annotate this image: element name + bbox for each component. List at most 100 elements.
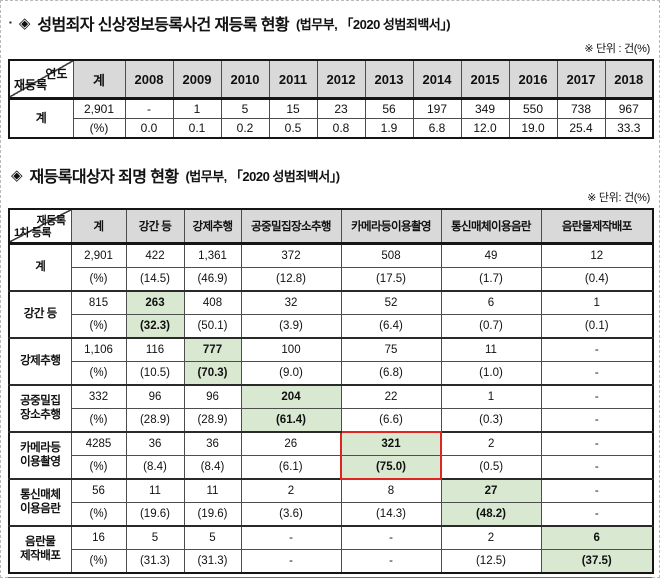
col-header: 2011 [268,59,318,100]
col-header: 2010 [220,59,270,100]
corner-top-label: 연도 [45,67,68,81]
cell-count: 49 [440,242,542,268]
row-label: 계 [8,242,72,292]
cell-percent: (46.9) [183,267,242,292]
cell-count: 75 [340,337,442,362]
cell-count: 12 [540,242,654,268]
section2-header: ◈ 재등록대상자 죄명 현황 (법무부, 「2020 성범죄백서」) [11,163,652,187]
cell-percent: (3.6) [240,502,342,527]
table1-corner-cell: 연도 재등록 [8,59,74,100]
cell-count: 1,361 [183,242,242,268]
row-label: 통신매체 이용음란 [8,478,72,527]
table1-percent-row: (%) 0.0 0.1 0.2 0.5 0.8 1.9 6.8 12.0 19.… [9,118,654,139]
table-row: (%) (31.3) (31.3) - - (12.5) (37.5) [9,549,654,574]
cell-count: - [124,98,174,119]
cell-percent: (17.5) [340,267,442,292]
cell-percent-highlighted: (32.3) [125,314,185,339]
table-row: (%) (14.5) (46.9) (12.8) (17.5) (1.7) (0… [9,267,654,292]
cell-count: 2,901 [72,98,126,119]
cell-percent: 0.0 [124,118,174,139]
table-row: (%) (28.9) (28.9) (61.4) (6.6) (0.3) - [9,408,654,433]
col-header: 2008 [124,59,174,100]
cell-percent: 0.8 [316,118,366,139]
table1-count-row: 계 2,901 - 1 5 15 23 56 197 349 550 738 9… [8,98,654,139]
col-header: 2015 [460,59,510,100]
cell-count-highlighted: 204 [240,384,342,409]
cell-count: 2 [440,431,542,456]
section1-source: (법무부, 「2020 성범죄백서」) [295,16,451,32]
cell-count: 372 [240,242,342,268]
cell-percent: (%) [70,408,127,433]
row-label: 음란물 제작배포 [8,525,72,574]
cell-percent: (0.7) [440,314,542,339]
col-header: 음란물제작배포 [540,208,654,245]
table-row: 강간 등 815 263 408 32 52 6 1 [8,290,654,339]
cell-count: - [540,337,654,362]
col-header: 카메라등이용촬영 [340,208,442,245]
table-row: 강제추행 1,106 116 777 100 75 11 - [8,337,654,386]
cell-percent: (%) [70,361,127,386]
cell-count: 349 [460,98,510,119]
section1-title: 성범죄자 신상정보등록사건 재등록 현황 [37,17,289,34]
col-header: 2009 [172,59,222,100]
cell-percent: (14.5) [125,267,185,292]
cell-percent: (%) [72,118,126,139]
col-header: 2018 [604,59,654,100]
cell-percent: (%) [70,549,127,574]
cell-count: - [540,431,654,456]
cell-percent: (0.1) [540,314,654,339]
cell-count: 2,901 [70,242,127,268]
cell-percent: 33.3 [604,118,654,139]
page-content: ▪ ◈ 성범죄자 신상정보등록사건 재등록 현황 (법무부, 「2020 성범죄… [1,11,659,578]
cell-percent: (8.4) [125,455,185,480]
col-header: 계 [70,208,127,245]
cell-count: 1 [172,98,222,119]
col-header: 2014 [412,59,462,100]
table-row: (%) (10.5) (70.3) (9.0) (6.8) (1.0) - [9,361,654,386]
cell-count: 422 [125,242,185,268]
cell-percent: (19.6) [183,502,242,527]
cell-count: 2 [240,478,342,503]
cell-percent: (0.3) [440,408,542,433]
table-row: 음란물 제작배포 16 5 5 - - 2 6 [8,525,654,574]
cell-percent-highlighted: (70.3) [183,361,242,386]
table-row: 카메라등 이용촬영 4285 36 36 26 321 2 - [8,431,654,480]
cell-percent: 25.4 [556,118,606,139]
cell-count: 56 [70,478,127,503]
cell-percent: (6.8) [340,361,442,386]
cell-count: 15 [268,98,318,119]
cell-percent: (6.1) [240,455,342,480]
corner-bottom-label: 1차 등록 [14,227,52,239]
row-label: 계 [8,98,74,139]
cell-percent: (28.9) [183,408,242,433]
table-row: (%) (19.6) (19.6) (3.6) (14.3) (48.2) - [9,502,654,527]
diamond-icon: ◈ [18,14,31,32]
cell-count: 22 [340,384,442,409]
section1-unit-note: ※ 단위 : 건(%) [584,43,650,55]
cell-percent: (31.3) [125,549,185,574]
cell-count: - [240,525,342,550]
cell-percent: - [340,549,442,574]
cell-percent: (31.3) [183,549,242,574]
table2-header-row: 재등록 1차 등록 계 강간 등 강제추행 공중밀집장소추행 카메라등이용촬영 … [8,208,654,245]
cell-count-highlighted: 6 [540,525,654,550]
cell-percent: 6.8 [412,118,462,139]
corner-bottom-label: 재등록 [14,78,48,92]
cell-percent: (%) [70,502,127,527]
cell-count: 96 [125,384,185,409]
reregistration-by-year-table: 연도 재등록 계 2008 2009 2010 2011 2012 2013 2… [8,59,654,139]
cell-count: 5 [183,525,242,550]
cell-percent-highlighted: (61.4) [240,408,342,433]
cell-count: 4285 [70,431,127,456]
col-header: 공중밀집장소추행 [240,208,342,245]
reregistration-by-offense-table: 재등록 1차 등록 계 강간 등 강제추행 공중밀집장소추행 카메라등이용촬영 … [8,208,654,574]
cell-percent: (1.7) [440,267,542,292]
cell-count: 1,106 [70,337,127,362]
cell-count: 1 [440,384,542,409]
cell-percent: 19.0 [508,118,558,139]
col-header: 2016 [508,59,558,100]
cell-count: 116 [125,337,185,362]
cell-percent: - [540,361,654,386]
col-header: 2017 [556,59,606,100]
